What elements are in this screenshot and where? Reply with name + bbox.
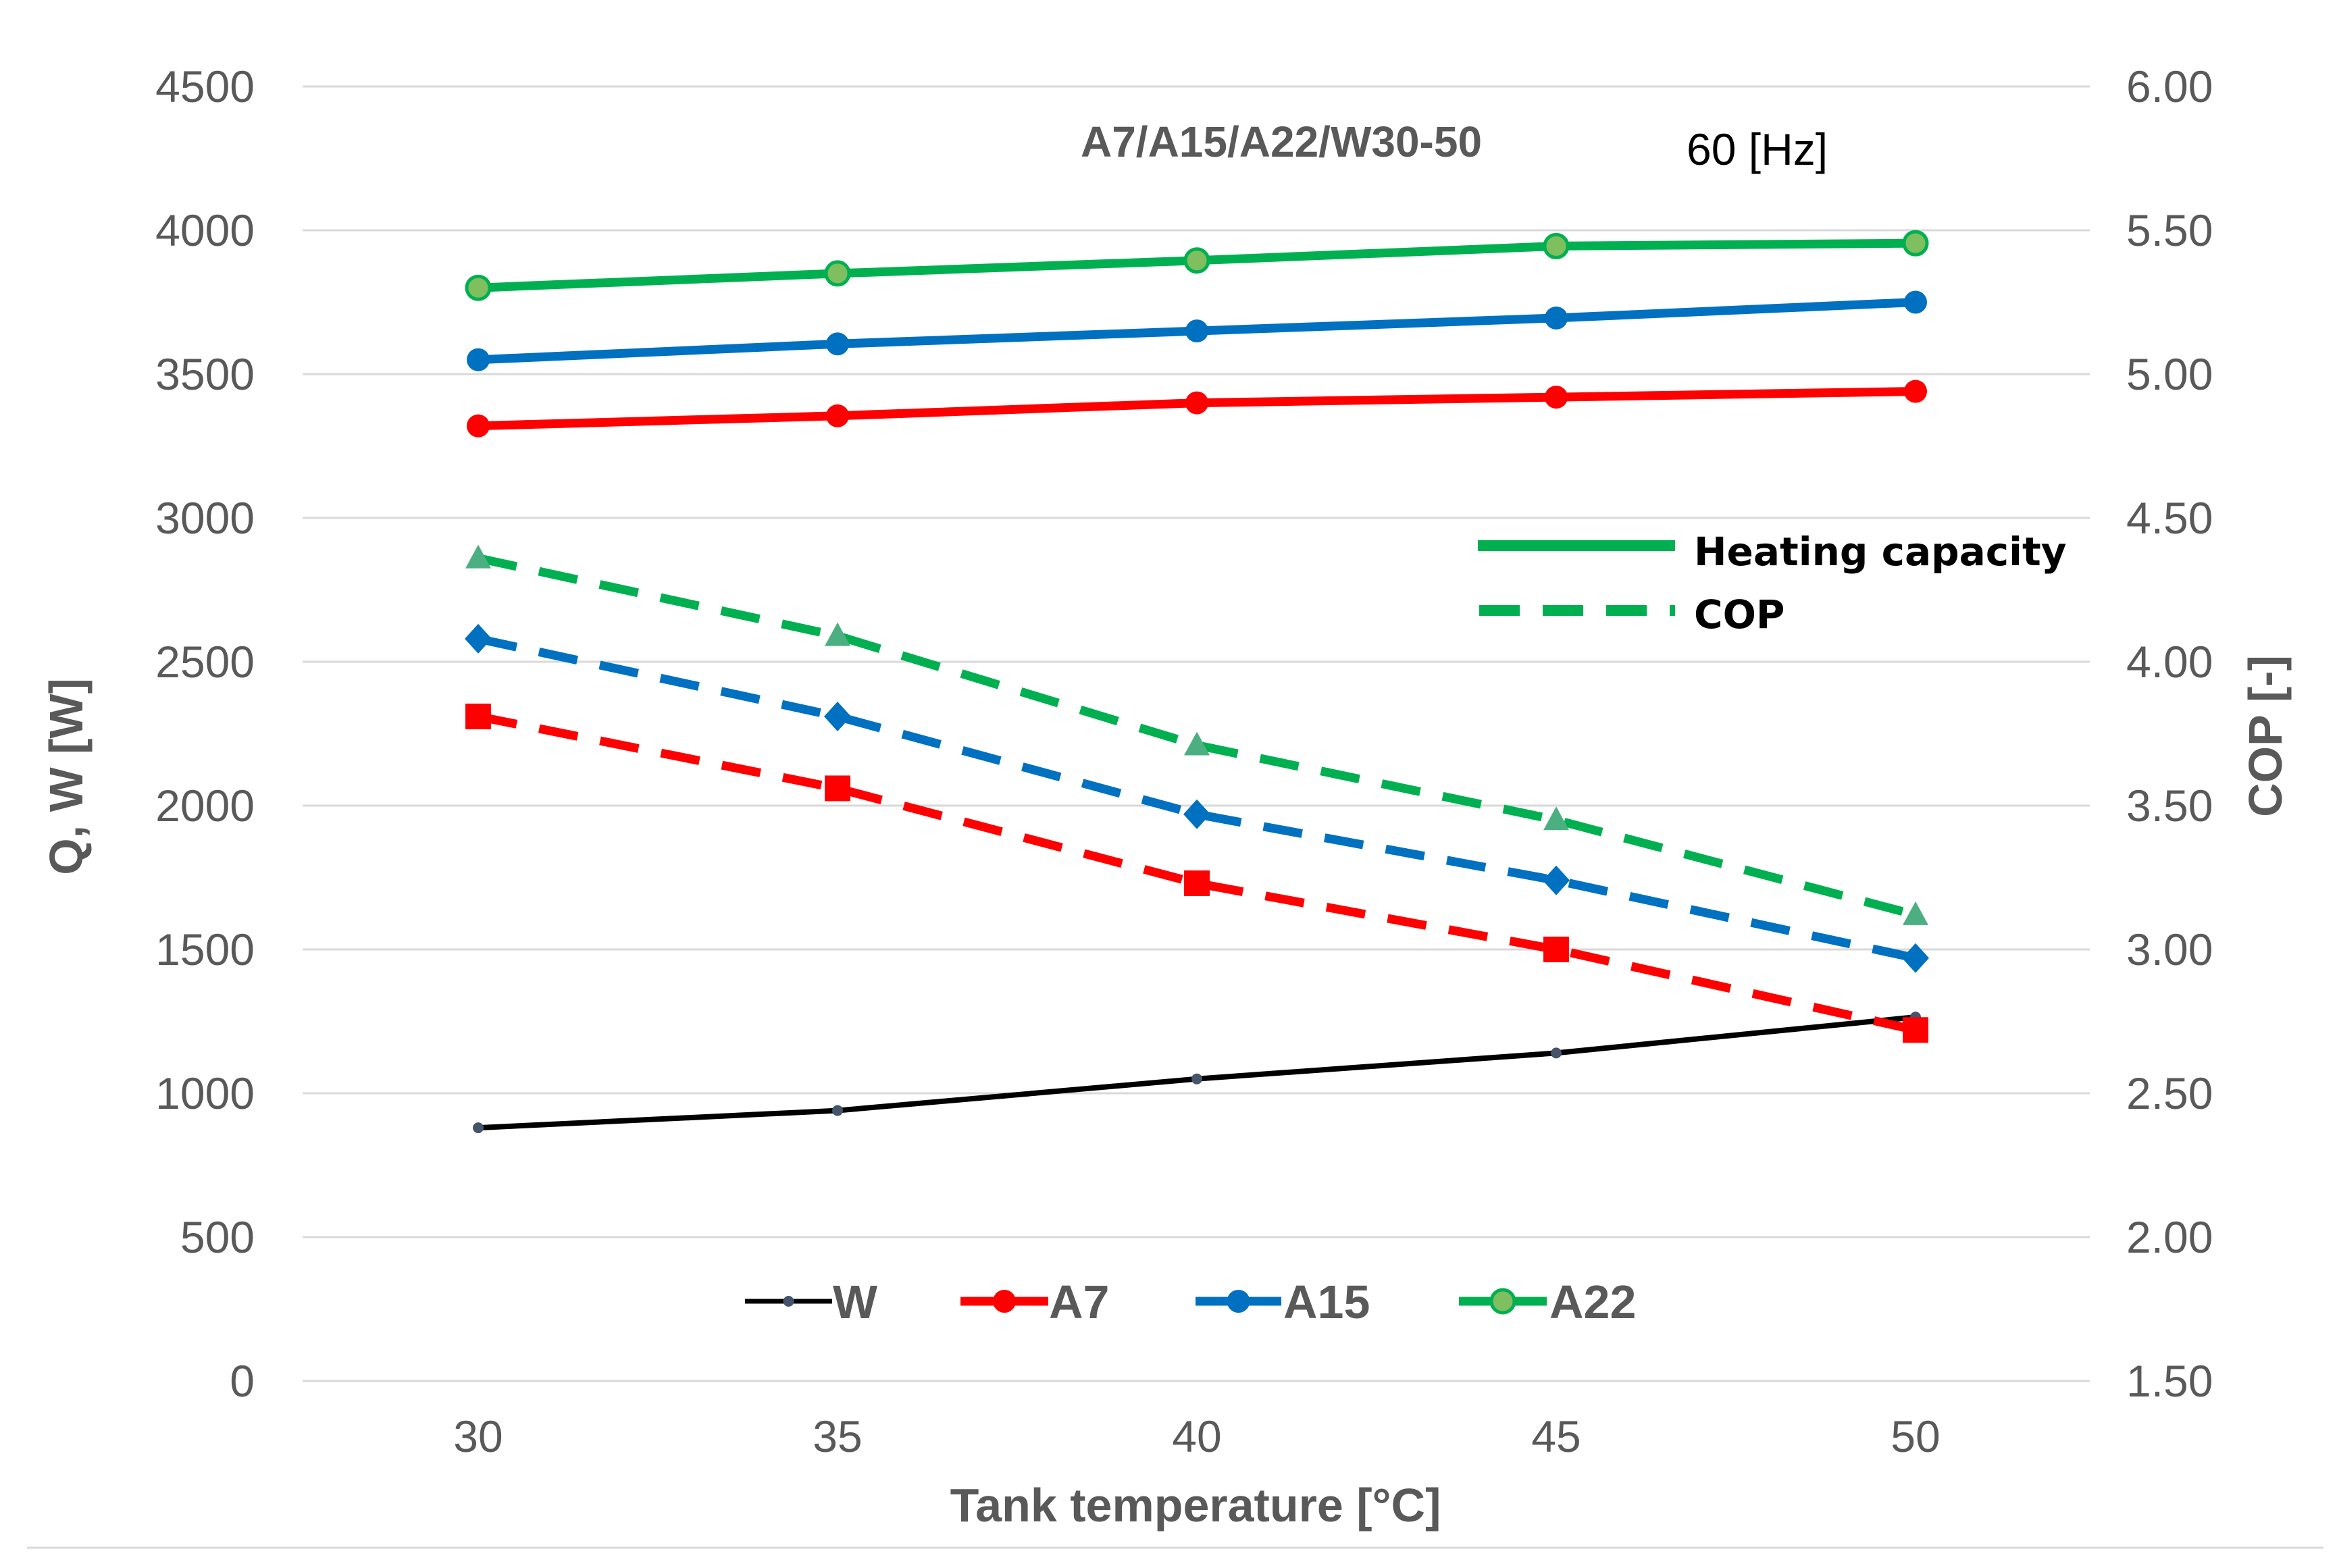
y-left-tick-label: 0 (230, 1356, 255, 1406)
a7-cop-series (465, 703, 1928, 1043)
x-tick-label: 45 (1531, 1411, 1581, 1461)
a22-cop-series (465, 544, 1928, 925)
a15-cop-marker (1902, 943, 1929, 973)
x-tick-label: 30 (453, 1411, 503, 1461)
frequency-annotation: 60 [Hz] (1687, 124, 1828, 174)
legend-a7-marker (993, 1290, 1016, 1313)
a22-cop-marker (1903, 901, 1928, 925)
a22-capacity-marker (1183, 247, 1210, 274)
a15-cop-line (477, 634, 1917, 963)
a22-capacity-series (465, 230, 1929, 301)
a7-cop-marker (1543, 937, 1569, 962)
legend-w-marker (783, 1296, 794, 1307)
series-legend: W A7 A15 A22 (745, 1276, 1636, 1328)
a7-capacity-series (467, 380, 1927, 438)
a22-capacity-marker (1543, 232, 1570, 259)
a15-capacity-marker (1545, 306, 1568, 330)
a22-capacity-marker (1902, 230, 1929, 257)
legend-a15-marker (1227, 1290, 1250, 1313)
y-right-tick-label: 5.50 (2126, 205, 2213, 255)
a15-cop-marker (1183, 799, 1210, 829)
y-left-tick-label: 1500 (155, 924, 255, 974)
y-axis-right-title: COP [-] (2239, 655, 2292, 817)
y-right-tick-label: 6.00 (2126, 61, 2213, 111)
w-power-line (478, 1014, 1916, 1131)
x-axis-title: Tank temperature [°C] (950, 1479, 1441, 1532)
a22-cop-marker (1184, 731, 1210, 756)
a15-capacity-marker (1185, 319, 1208, 343)
y-right-tick-label: 1.50 (2126, 1356, 2213, 1406)
a7-capacity-marker (1904, 380, 1927, 403)
w-power-marker (1191, 1073, 1202, 1084)
a15-capacity-series (467, 290, 1927, 371)
x-tick-label: 40 (1172, 1411, 1221, 1461)
a22-cop-marker (465, 544, 491, 569)
w-power-series (473, 1012, 1921, 1134)
y-left-tick-label: 500 (180, 1212, 255, 1262)
legend-item-w: W (745, 1276, 877, 1328)
conditions-annotation: A7/A15/A22/W30-50 (1081, 117, 1482, 166)
a7-capacity-marker (1185, 391, 1208, 415)
a15-capacity-marker (467, 348, 490, 371)
y-left-tick-label: 1000 (155, 1068, 255, 1118)
legend-item-a7: A7 (960, 1276, 1109, 1328)
y-left-tick-label: 2500 (155, 637, 255, 687)
y-axis-left-title: Q, W [W] (40, 678, 93, 875)
a15-capacity-marker (826, 332, 849, 356)
y-left-tick-label: 2000 (155, 781, 255, 831)
a15-cop-marker (824, 701, 851, 731)
legend-a22-marker (1489, 1288, 1516, 1315)
x-tick-label: 50 (1891, 1411, 1940, 1461)
a7-cop-marker (1184, 870, 1210, 897)
a7-cop-marker (825, 775, 850, 802)
legend-label-w: W (833, 1276, 877, 1328)
a7-capacity-marker (826, 404, 849, 427)
y-right-tick-label: 2.50 (2126, 1068, 2213, 1118)
legend-item-a22: A22 (1459, 1276, 1636, 1328)
a7-capacity-marker (1545, 386, 1568, 409)
y-left-tick-label: 4000 (155, 205, 255, 255)
y-right-tick-label: 4.00 (2126, 637, 2213, 687)
w-power-marker (473, 1122, 484, 1134)
a7-cop-marker (1903, 1017, 1928, 1043)
style-legend: Heating capacity COP (1478, 529, 2067, 637)
legend-label-a22: A22 (1549, 1276, 1636, 1328)
a7-cop-marker (465, 703, 491, 729)
a22-cop-marker (1543, 806, 1569, 831)
y-right-tick-label: 3.00 (2126, 924, 2213, 974)
y-right-tick-label: 2.00 (2126, 1212, 2213, 1262)
legend-label-a7: A7 (1049, 1276, 1109, 1328)
legend-label-a15: A15 (1283, 1276, 1370, 1328)
y-right-tick-label: 3.50 (2126, 781, 2213, 831)
y-right-tick-label: 4.50 (2126, 493, 2213, 543)
y-left-tick-label: 4500 (155, 61, 255, 111)
a22-capacity-marker (824, 260, 851, 287)
w-power-marker (1551, 1047, 1562, 1059)
a15-cop-series (465, 623, 1929, 973)
a7-capacity-marker (467, 414, 490, 438)
y-right-tick-label: 5.00 (2126, 349, 2213, 399)
a15-cop-marker (465, 623, 492, 654)
legend-item-a15: A15 (1196, 1276, 1370, 1328)
a15-capacity-marker (1904, 290, 1927, 314)
style-legend-dashed-label: COP (1694, 592, 1784, 637)
style-legend-solid-label: Heating capacity (1694, 529, 2067, 575)
a22-capacity-marker (465, 274, 492, 301)
tick-labels: 0 1.50 500 2.00 1000 2.50 1500 3.00 2000 3.50 2500… (155, 61, 2213, 1461)
series (465, 230, 1929, 1134)
x-tick-label: 35 (813, 1411, 862, 1461)
w-power-marker (832, 1105, 843, 1116)
a22-cop-marker (825, 622, 850, 646)
a15-cop-marker (1543, 865, 1570, 895)
y-left-tick-label: 3500 (155, 349, 255, 399)
y-left-tick-label: 3000 (155, 493, 255, 543)
